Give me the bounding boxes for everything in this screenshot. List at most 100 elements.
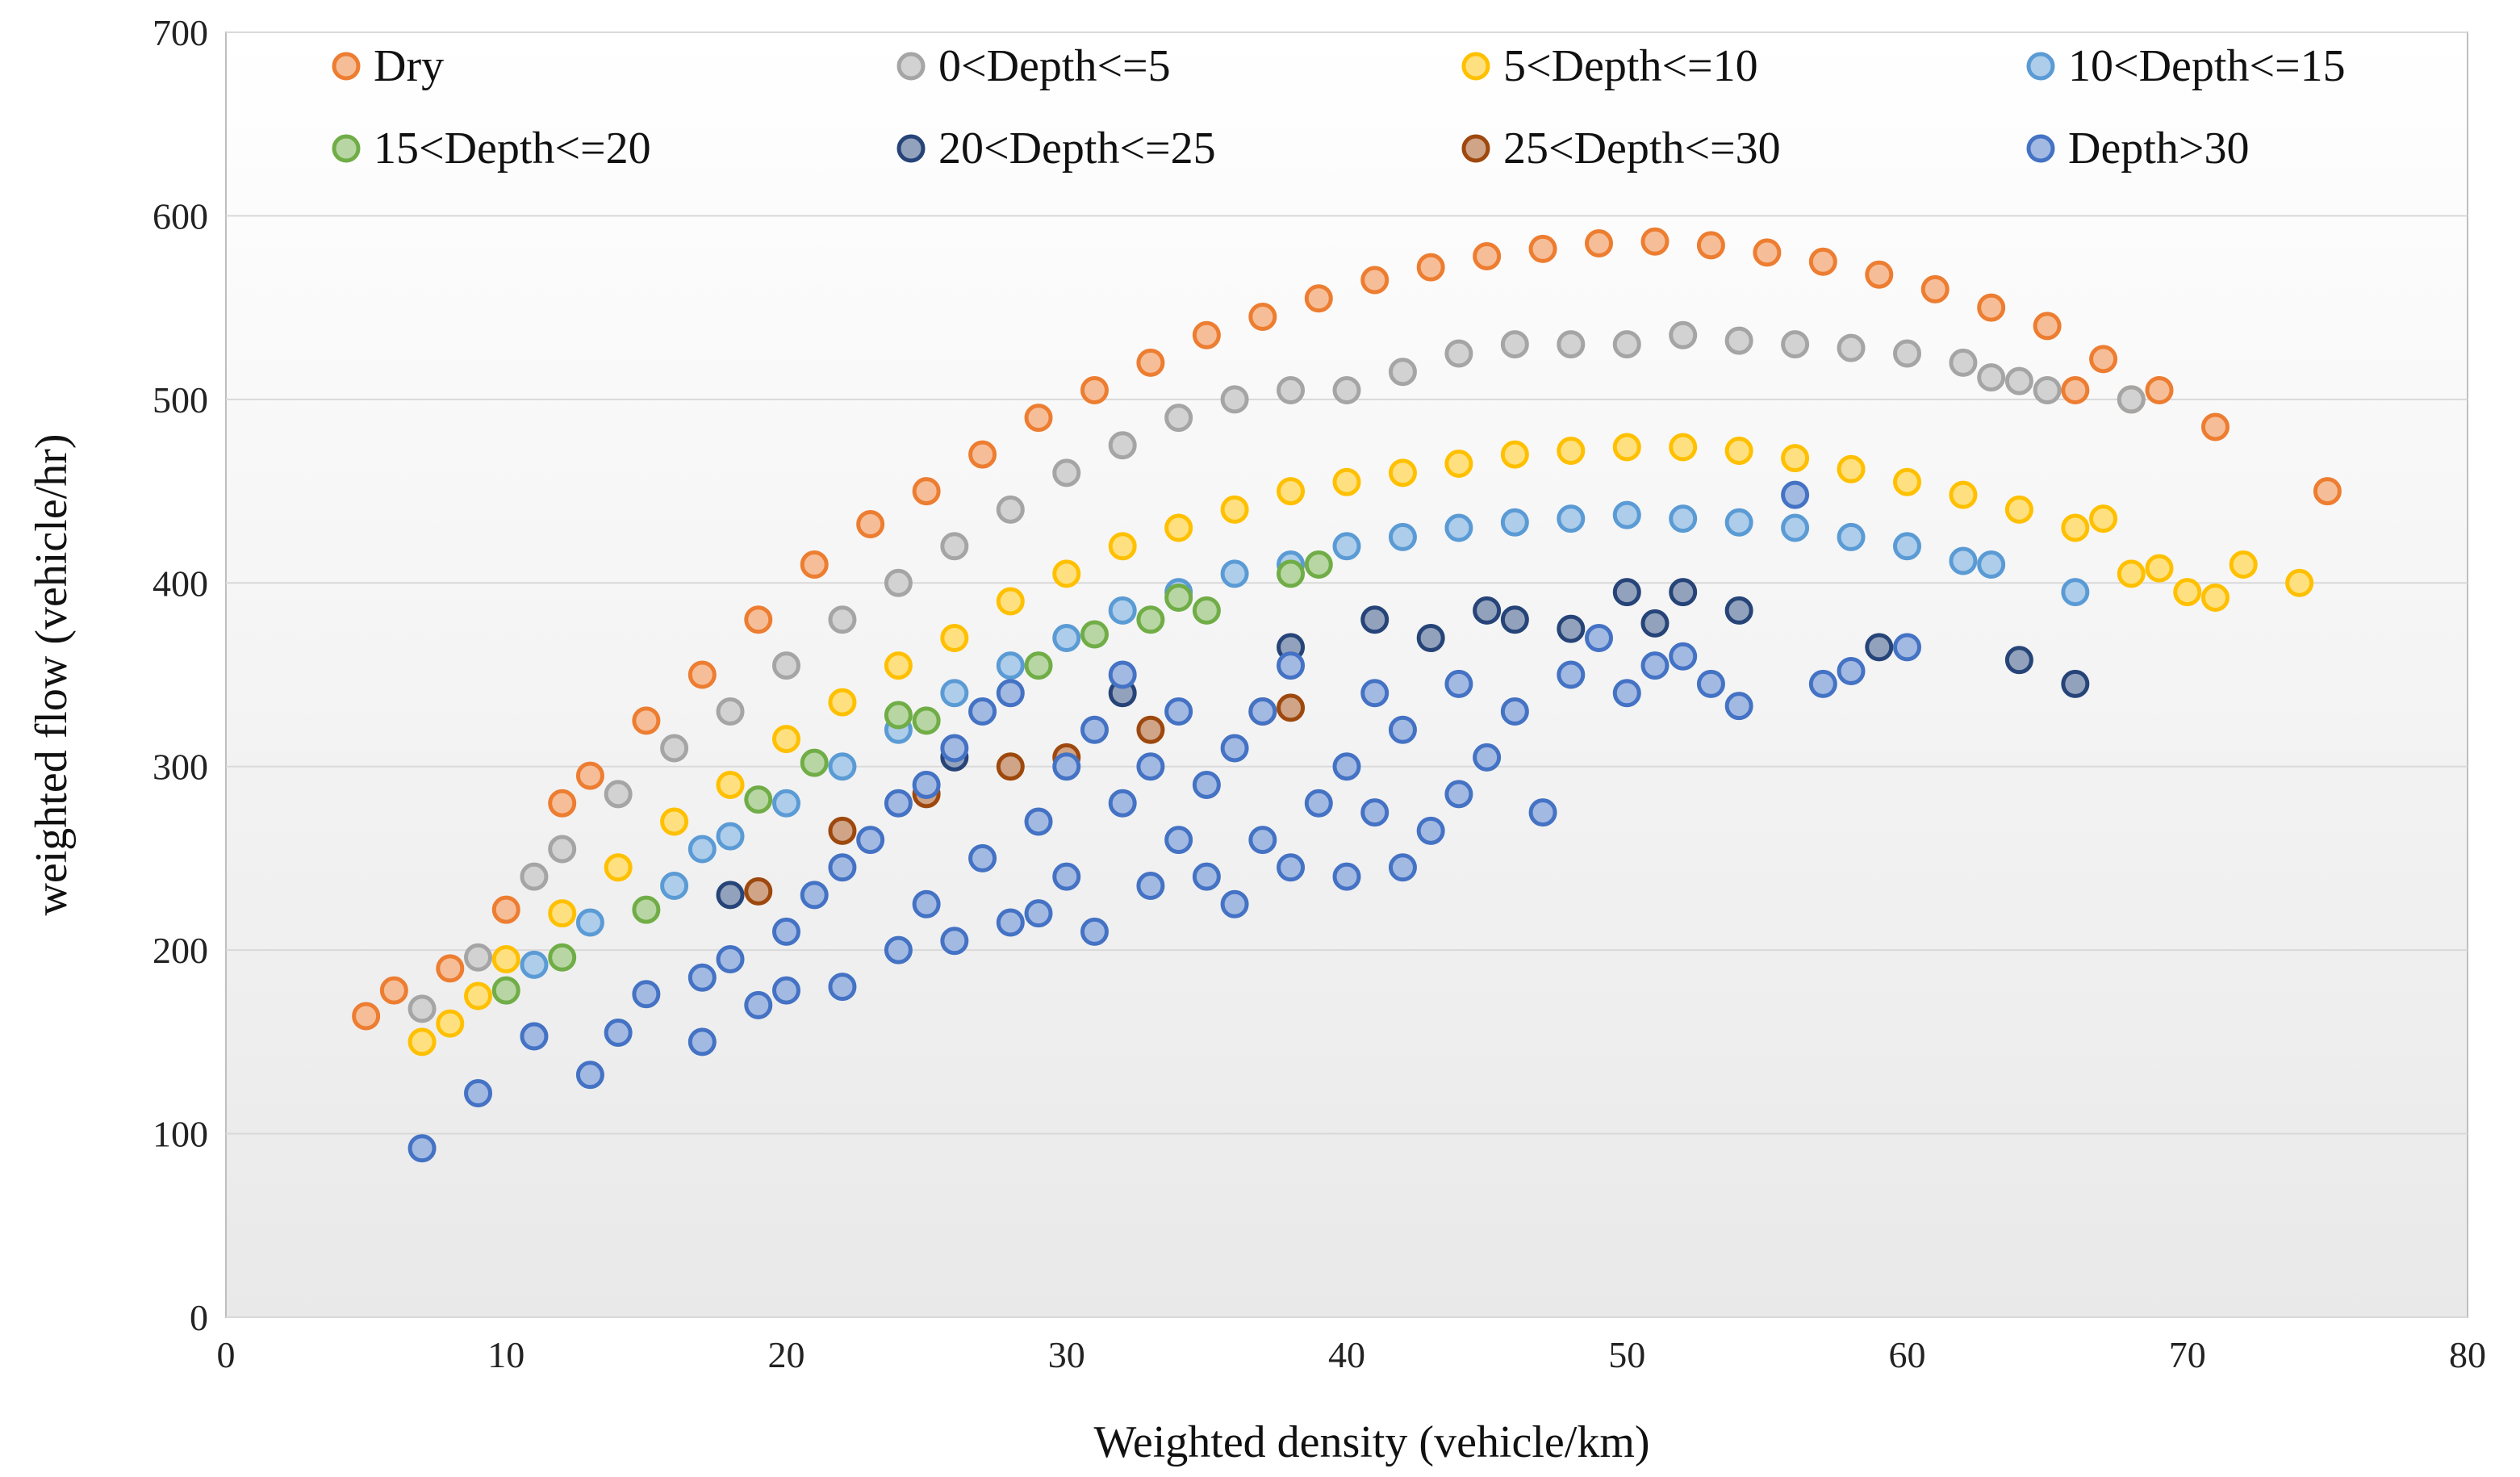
legend-label: Dry	[374, 41, 444, 91]
data-point	[1192, 770, 1221, 799]
data-point	[1865, 260, 1894, 289]
data-point	[772, 725, 800, 754]
data-point	[996, 587, 1025, 616]
data-point	[1360, 266, 1390, 295]
data-point	[548, 943, 577, 972]
data-point	[828, 605, 857, 634]
legend-label: 0<Depth<=5	[938, 41, 1171, 91]
data-point	[1192, 320, 1221, 349]
data-point	[996, 752, 1025, 781]
data-point	[1360, 679, 1390, 708]
data-point	[1304, 284, 1333, 313]
data-point	[1444, 449, 1473, 478]
data-point	[2145, 375, 2174, 404]
data-point	[1024, 899, 1053, 928]
data-point	[1108, 596, 1137, 625]
data-point	[1080, 620, 1109, 649]
data-point	[716, 697, 745, 726]
data-point	[1332, 752, 1361, 781]
data-point	[1557, 504, 1586, 533]
data-point	[1388, 715, 1417, 744]
data-point	[1640, 651, 1670, 680]
legend-marker	[1461, 52, 1490, 81]
data-point	[1136, 752, 1165, 781]
y-tick-label: 0	[190, 1297, 208, 1338]
x-tick-label: 40	[1328, 1334, 1365, 1375]
data-point	[1136, 715, 1165, 744]
x-tick-label: 60	[1889, 1334, 1926, 1375]
data-point	[1669, 504, 1698, 533]
data-point	[1164, 826, 1193, 855]
y-tick-label: 400	[153, 563, 208, 604]
data-point	[1332, 862, 1361, 891]
data-point	[772, 917, 800, 946]
data-point	[1808, 669, 1837, 698]
legend-label: 20<Depth<=25	[938, 123, 1216, 174]
data-point	[1024, 651, 1053, 680]
data-point	[1612, 500, 1641, 529]
data-point	[1949, 546, 1978, 575]
data-point	[1612, 433, 1641, 462]
data-point	[716, 945, 745, 974]
data-point	[604, 1018, 633, 1047]
data-point	[2117, 385, 2146, 414]
data-point	[464, 943, 493, 972]
data-point	[1277, 853, 1306, 882]
data-point	[1640, 609, 1670, 638]
data-point	[1837, 522, 1866, 551]
y-tick-label: 600	[153, 195, 208, 236]
data-point	[1444, 339, 1473, 368]
data-point	[632, 980, 661, 1009]
data-point	[1136, 605, 1165, 634]
data-point	[1360, 798, 1390, 827]
data-point	[575, 761, 604, 790]
data-point	[1108, 789, 1137, 818]
data-point	[1220, 559, 1249, 588]
data-point	[1949, 480, 1978, 509]
data-point	[1696, 231, 1725, 260]
data-point	[1949, 348, 1978, 377]
data-point	[1277, 477, 1306, 506]
data-point	[1304, 789, 1333, 818]
data-point	[968, 697, 997, 726]
series-points	[520, 500, 2090, 979]
data-point	[716, 822, 745, 851]
data-point	[1977, 293, 2006, 322]
data-point	[1500, 330, 1529, 359]
data-point	[1724, 692, 1753, 721]
data-point	[1781, 444, 1810, 473]
series-points	[352, 227, 2342, 1031]
data-point	[520, 862, 549, 891]
data-point	[828, 752, 857, 781]
data-point	[968, 440, 997, 469]
series-points	[491, 550, 1333, 1005]
data-point	[1332, 467, 1361, 496]
data-point	[2117, 559, 2146, 588]
data-point	[436, 1009, 465, 1038]
data-point	[800, 748, 829, 777]
data-point	[744, 877, 773, 906]
data-point	[1585, 229, 1614, 258]
data-point	[1388, 853, 1417, 882]
data-point	[2033, 375, 2062, 404]
data-point	[1920, 274, 1950, 303]
data-point	[772, 651, 800, 680]
legend-marker	[332, 134, 361, 163]
data-point	[2145, 554, 2174, 583]
legend-marker	[2026, 134, 2055, 163]
data-point	[632, 895, 661, 924]
data-point	[912, 706, 941, 735]
data-point	[436, 954, 465, 983]
data-point	[2173, 578, 2202, 607]
data-point	[2089, 345, 2118, 374]
data-point	[548, 835, 577, 864]
series-points	[407, 320, 2146, 1023]
data-point	[2200, 412, 2230, 441]
data-point	[1528, 798, 1557, 827]
data-point	[1277, 693, 1306, 722]
data-point	[2061, 375, 2090, 404]
data-point	[1277, 651, 1306, 680]
data-point	[1473, 743, 1502, 772]
data-point	[1640, 227, 1670, 256]
x-tick-label: 0	[217, 1334, 236, 1375]
